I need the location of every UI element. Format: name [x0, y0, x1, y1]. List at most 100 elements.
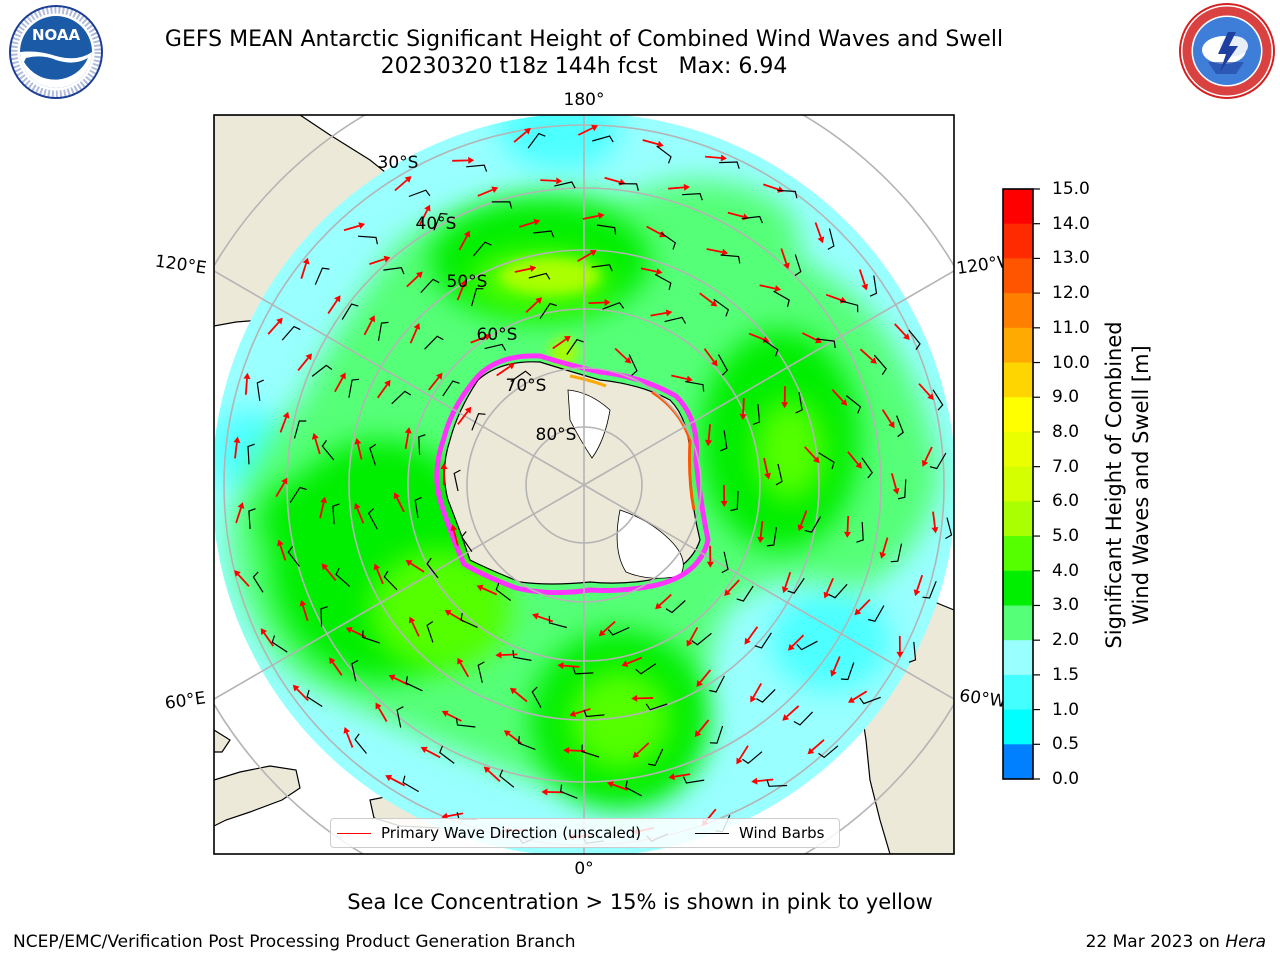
wave-arrow-shaft [699, 292, 714, 304]
colorbar-tick-label: 0.0 [1052, 769, 1080, 789]
wind-barb [845, 395, 862, 414]
wave-arrow-head [797, 524, 805, 532]
wave-arrow-head [339, 372, 346, 380]
colorbar-cell [1003, 431, 1033, 468]
wind-barb [721, 551, 729, 574]
wind-barb [816, 338, 836, 349]
colorbar-label-line2: Wind Waves and Swell [m] [1129, 345, 1153, 625]
wave-arrow-shaft [457, 411, 469, 425]
wave-arrow-shaft [752, 682, 762, 698]
wind-barb [572, 667, 594, 675]
wave-arrow-head [321, 563, 329, 571]
colorbar-tick-label: 2.0 [1052, 630, 1080, 651]
wind-barb [460, 531, 473, 553]
wave-arrow-shaft [706, 248, 723, 253]
wind-barb [741, 215, 763, 224]
lat-label-60s: 60°S [477, 325, 518, 345]
wind-barb [654, 273, 672, 291]
wave-arrow-shaft [742, 397, 745, 415]
wave-arrow-shaft [763, 457, 769, 474]
wave-arrow-head [896, 651, 904, 658]
wave-arrow-head [281, 477, 288, 485]
colorbar-cell [1003, 397, 1033, 433]
wave-arrow-shaft [300, 263, 307, 279]
wave-arrow-head [460, 279, 467, 287]
colorbar-cell [1003, 640, 1033, 676]
wind-barb [840, 662, 855, 681]
wind-barb [635, 663, 657, 675]
wave-arrow-head [744, 637, 751, 645]
wave-arrow-head [927, 393, 934, 400]
wave-arrow-shaft [811, 739, 825, 751]
wave-arrow-head [598, 629, 606, 637]
wave-arrow-head [464, 406, 472, 414]
wave-arrow-head [420, 746, 428, 753]
wave-arrow-head [591, 124, 598, 132]
wind-barb [869, 275, 878, 297]
wave-arrow-shaft [784, 571, 792, 588]
colorbar-tick-label: 7.0 [1052, 456, 1080, 477]
wave-arrow-shaft [759, 284, 776, 290]
wave-arrow-shaft [234, 442, 238, 459]
wave-arrow-head [720, 501, 728, 507]
wind-barb [442, 380, 460, 397]
wave-arrow-head [720, 154, 727, 162]
wave-arrow-shaft [481, 587, 498, 596]
lat-label-50s: 50°S [447, 272, 488, 292]
wave-arrow-shaft [275, 482, 286, 498]
wave-arrow-shaft [410, 562, 425, 573]
wave-arrow-head [405, 560, 413, 567]
wave-arrow-shaft [411, 621, 420, 637]
wave-arrow-head [233, 436, 241, 443]
wave-arrow-head [345, 627, 353, 634]
wave-arrow-shaft [237, 573, 250, 587]
wind-barb [293, 420, 307, 439]
wave-arrow-head [657, 140, 664, 148]
wave-arrow-head [931, 527, 939, 534]
wave-arrow-head [383, 255, 391, 263]
wave-arrow-shaft [671, 374, 688, 380]
wave-arrow-head [848, 696, 855, 703]
wave-arrow-head [468, 156, 475, 164]
wind-barb [773, 290, 790, 308]
lat-label-30s: 30°S [378, 153, 419, 173]
wind-barb [720, 254, 741, 264]
colorbar-cell [1003, 570, 1033, 606]
wind-barb [804, 516, 822, 533]
wind-barb [618, 183, 639, 191]
wave-arrow-shaft [636, 742, 650, 755]
colorbar-tick-label: 5.0 [1052, 526, 1080, 547]
wave-arrow-shaft [646, 225, 662, 235]
wind-barb [787, 577, 805, 594]
wave-arrow-shaft [852, 690, 868, 701]
colorbar-cell [1003, 536, 1033, 572]
wave-arrow-shaft [727, 579, 740, 593]
colorbar-tick-label: 9.0 [1052, 387, 1080, 408]
colorbar-cell [1003, 709, 1033, 745]
wind-barb [890, 543, 903, 563]
wind-barb [660, 232, 677, 250]
wave-arrow-shaft [279, 544, 287, 561]
wave-arrow-head [375, 702, 382, 710]
wind-barb [713, 298, 730, 317]
noaa-logo: NOAA [9, 5, 103, 99]
wind-barb [247, 443, 255, 465]
wave-arrow-head [855, 462, 862, 469]
wind-barb [752, 403, 761, 426]
wind-barb [512, 650, 532, 661]
wave-arrow-head [888, 421, 895, 429]
wave-arrow-shaft [707, 424, 711, 441]
wave-arrow-head [393, 492, 400, 500]
wave-arrow-shaft [456, 284, 465, 301]
colorbar-label-line1: Significant Height of Combined [1102, 321, 1126, 649]
wave-arrow-head [343, 727, 350, 734]
wave-arrow-shaft [859, 348, 873, 361]
wave-arrow-shaft [235, 507, 242, 524]
wave-arrow-shaft [263, 632, 275, 647]
wave-arrow-head [535, 297, 543, 304]
wind-barb [730, 490, 739, 512]
wave-arrow-head [563, 335, 571, 343]
wind-barb [929, 452, 947, 470]
wave-arrow-shaft [513, 131, 527, 143]
wind-barb [351, 659, 359, 682]
